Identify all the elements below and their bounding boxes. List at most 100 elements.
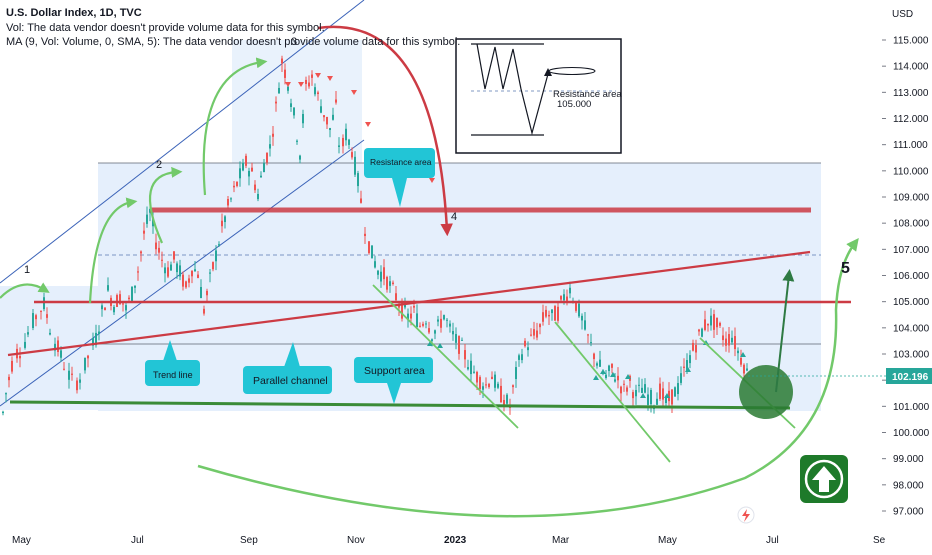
x-tick-label: Jul (766, 535, 779, 546)
candle-body (128, 297, 130, 300)
candle-body (542, 312, 544, 322)
time-axis[interactable]: May Jul Sep Nov 2023 Mar May Jul Se (12, 535, 886, 546)
candle-body (599, 359, 601, 367)
up-button[interactable] (800, 455, 848, 503)
candle-body (212, 262, 214, 270)
y-tick-label: 105.000 (893, 297, 930, 308)
candle-body (107, 285, 109, 291)
candle-body (293, 107, 295, 116)
pivot-low-marker (640, 393, 646, 398)
x-tick-label: Se (873, 535, 886, 546)
tradingview-logo-icon[interactable] (737, 506, 755, 524)
callout-pointer (163, 340, 177, 361)
price-axis[interactable]: 115.000 114.000 113.000 112.000 111.000 110.0… (882, 36, 930, 518)
y-tick-label: 114.000 (893, 62, 929, 73)
candle-body (122, 303, 124, 305)
candles[interactable] (2, 55, 748, 416)
arrow-up-icon-ring (804, 459, 844, 499)
candle-body (536, 330, 538, 338)
candle-body (239, 168, 241, 179)
falling-wedge-line-1 (372, 284, 519, 429)
candle-body (665, 397, 667, 404)
x-tick-label: May (12, 535, 31, 546)
candle-body (269, 144, 271, 149)
volume-note: Vol: The data vendor doesn't provide vol… (6, 22, 325, 34)
candle-body (197, 274, 199, 278)
y-tick-label: 106.000 (893, 271, 930, 282)
candle-body (137, 271, 139, 273)
candle-body (348, 139, 350, 145)
candle-body (527, 347, 529, 351)
channel-upper-line (0, 0, 365, 284)
red-trend-line (7, 250, 811, 357)
candle-body (737, 350, 739, 354)
big-bottom-curve (197, 238, 859, 518)
candle-body (329, 128, 331, 131)
candle-body (302, 114, 304, 124)
candle-body (593, 353, 595, 360)
candle-body (173, 251, 175, 260)
candle-body (11, 360, 13, 372)
candle-body (254, 184, 256, 191)
candle-body (464, 350, 466, 360)
red-arc-arrow (317, 25, 453, 237)
candle-body (284, 69, 286, 78)
candle-body (360, 198, 362, 203)
candle-body (158, 247, 160, 253)
callout-support-area[interactable]: Support area (354, 357, 433, 404)
candle-body (233, 185, 235, 188)
x-tick-label: Jul (131, 535, 144, 546)
candle-body (215, 250, 217, 262)
candle-body (701, 328, 703, 337)
candle-body (506, 394, 508, 404)
candle-body (686, 360, 688, 372)
callout-trend-line[interactable]: Trend line (145, 340, 200, 386)
last-price-tag: 102.196 (748, 368, 932, 384)
candle-body (722, 335, 724, 341)
candle-body (27, 332, 29, 335)
callout-text: Parallel channel (253, 375, 328, 387)
candle-body (551, 309, 553, 314)
pivot-low-marker (610, 372, 616, 377)
callout-resistance-area[interactable]: Resistance area (364, 148, 435, 207)
callout-pointer (387, 383, 401, 404)
y-tick-label: 101.000 (893, 402, 930, 413)
candle-body (503, 399, 505, 406)
candle-body (560, 296, 562, 300)
candle-body (377, 270, 379, 275)
candle-body (497, 383, 499, 388)
y-tick-label: 103.000 (893, 350, 930, 361)
candle-body (2, 411, 4, 414)
candle-body (428, 328, 430, 333)
wave-curve-1 (0, 282, 50, 299)
candle-body (203, 308, 205, 314)
candle-body (689, 355, 691, 364)
candle-body (131, 286, 133, 302)
candle-body (548, 314, 550, 317)
y-tick-label: 110.000 (893, 166, 929, 177)
candle-body (431, 339, 433, 341)
wave-label-1: 1 (24, 264, 30, 276)
candle-body (692, 342, 694, 351)
candle-body (608, 365, 610, 371)
candle-body (515, 367, 517, 380)
candle-body (725, 338, 727, 346)
candle-body (389, 281, 391, 286)
candle-body (455, 334, 457, 343)
candle-body (677, 383, 679, 395)
target-circle (739, 365, 793, 419)
candle-body (79, 379, 81, 383)
callout-parallel-channel[interactable]: Parallel channel (243, 342, 332, 394)
candle-body (92, 338, 94, 346)
candle-body (68, 370, 70, 380)
pivot-low-marker (664, 393, 670, 398)
candle-body (35, 315, 37, 320)
pivot-low-marker (600, 369, 606, 374)
candle-body (245, 155, 247, 166)
candle-body (332, 114, 334, 120)
candle-body (641, 387, 643, 393)
candle-body (479, 377, 481, 390)
candle-body (161, 259, 163, 261)
